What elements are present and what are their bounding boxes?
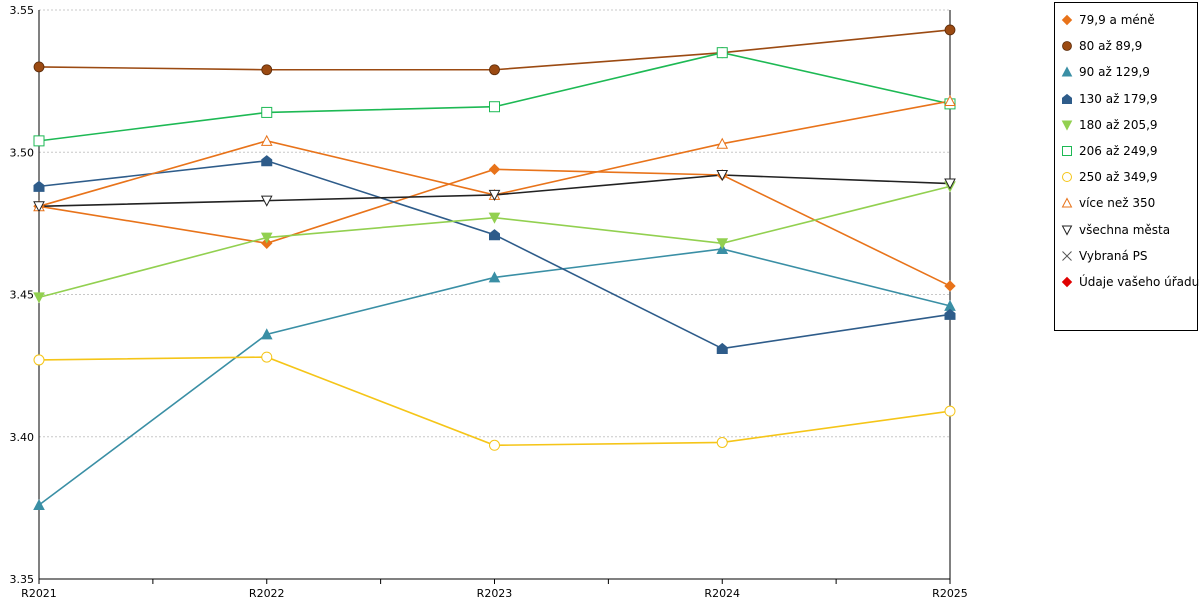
data-point-3-3: [716, 342, 728, 355]
data-point-8-0: [33, 201, 45, 213]
legend-marker: [1061, 14, 1073, 26]
legend-marker: [1062, 172, 1072, 183]
legend-label: 206 až 249,9: [1079, 144, 1158, 158]
axes: [38, 10, 951, 584]
data-point-5-0: [33, 135, 45, 147]
legend-marker: [1061, 120, 1073, 131]
legend-label: 130 až 179,9: [1079, 91, 1158, 106]
legend-item: více než 350: [1061, 194, 1155, 212]
line-chart: 3.35 3.40 3.45 3.50 3.55 R2021 R2022 R2023 R2024…: [10, 4, 968, 600]
data-point-8-2: [488, 189, 501, 201]
data-point-4-1: [260, 232, 273, 244]
y-tick-label: 3.45: [10, 289, 35, 302]
legend-diamond-icon: [1061, 14, 1073, 26]
data-point-7-4: [944, 94, 956, 107]
legend-circle-icon: [1062, 41, 1072, 52]
legend-marker: [1062, 146, 1072, 156]
data-point-4-3: [716, 238, 729, 250]
data-point-4-2: [488, 212, 501, 224]
data-point-3-1: [261, 155, 273, 167]
legend-item: 250 až 349,9: [1061, 168, 1158, 186]
legend-item: 79,9 a méně: [1061, 11, 1155, 29]
data-point-2-1: [260, 328, 273, 340]
series-line-6: [38, 356, 951, 447]
legend-label: 180 až 205,9: [1079, 117, 1158, 132]
legend-marker: [1061, 197, 1073, 208]
legend-item: všechna města: [1061, 221, 1170, 239]
data-point-5-1: [261, 106, 273, 118]
legend-item: Vybraná PS: [1061, 247, 1148, 265]
legend-item: 80 až 89,9: [1061, 37, 1142, 55]
x-tick-label: R2024: [704, 587, 740, 600]
data-point-2-0: [33, 498, 45, 511]
data-point-6-2: [489, 439, 500, 451]
y-tick-label: 3.55: [10, 4, 35, 17]
data-point-0-2: [488, 163, 501, 176]
series-lines: [38, 29, 951, 506]
legend-item: Údaje vašeho úřadu: [1061, 273, 1199, 291]
data-point-1-1: [261, 64, 273, 76]
legend-marker: [1061, 225, 1073, 236]
x-tick-label: R2023: [477, 587, 513, 600]
data-point-3-4: [944, 308, 956, 320]
series-line-2: [38, 248, 951, 506]
data-point-7-3: [716, 137, 729, 149]
legend-item: 130 až 179,9: [1061, 90, 1158, 108]
data-point-6-1: [261, 351, 273, 363]
data-point-3-2: [489, 229, 500, 241]
data-point-6-4: [944, 405, 956, 417]
legend-label: 250 až 349,9: [1079, 170, 1158, 185]
data-point-1-4: [944, 24, 956, 36]
data-point-6-3: [716, 436, 728, 448]
data-point-2-2: [488, 271, 501, 283]
data-point-1-2: [489, 64, 500, 76]
legend-triangle-icon: [1061, 66, 1073, 77]
y-tick-label: 3.40: [10, 431, 35, 444]
x-tick-label: R2025: [932, 587, 968, 600]
legend-triangle-open-icon: [1061, 197, 1073, 208]
legend-marker: [1062, 250, 1072, 261]
data-point-6-0: [33, 354, 45, 366]
legend-item: 180 až 205,9: [1061, 116, 1158, 134]
legend-label: všechna města: [1079, 222, 1171, 237]
tick-labels: 3.35 3.40 3.45 3.50 3.55 R2021 R2022 R2023 R2024…: [10, 4, 968, 600]
data-point-5-2: [489, 101, 500, 113]
data-point-4-0: [33, 292, 45, 304]
legend-item: 90 až 129,9: [1061, 63, 1150, 81]
legend-marker: [1062, 41, 1072, 52]
legend-label: více než 350: [1079, 196, 1156, 211]
data-point-1-0: [33, 61, 45, 73]
series-markers: [33, 24, 956, 511]
series-line-1: [38, 29, 951, 71]
y-tick-label: 3.35: [10, 573, 35, 586]
series-line-0: [38, 168, 951, 287]
legend-item: 206 až 249,9: [1061, 142, 1158, 160]
y-tick-label: 3.50: [10, 146, 35, 159]
legend-house-icon: [1062, 93, 1072, 104]
data-point-8-1: [260, 195, 273, 207]
legend-marker: [1061, 276, 1073, 288]
legend-marker: [1062, 93, 1072, 104]
legend-label: Údaje vašeho úřadu: [1079, 275, 1200, 289]
legend-label: 90 až 129,9: [1079, 65, 1150, 80]
x-tick-label: R2021: [21, 587, 57, 600]
legend-label: 80 až 89,9: [1079, 39, 1143, 54]
data-point-7-1: [260, 134, 273, 146]
legend-marker: [1061, 66, 1073, 77]
data-point-3-0: [33, 180, 45, 192]
legend-x-icon: [1062, 250, 1072, 261]
legend-square-open-icon: [1062, 146, 1072, 156]
legend-label: Vybraná PS: [1079, 248, 1148, 263]
data-point-8-3: [716, 170, 729, 182]
legend-triangle-down-open-icon: [1061, 225, 1073, 236]
legend: 79,9 a méně 80 až 89,9 90 až 129,9 130 až 1…: [1054, 2, 1199, 331]
legend-triangle-down-icon: [1061, 120, 1073, 131]
data-point-0-4: [944, 280, 956, 292]
legend-label: 79,9 a méně: [1079, 13, 1155, 27]
legend-circle-open-icon: [1062, 172, 1072, 183]
data-point-8-4: [944, 178, 956, 190]
legend-diamond-icon: [1061, 276, 1073, 288]
data-point-5-3: [716, 47, 728, 59]
x-tick-label: R2022: [249, 587, 285, 600]
